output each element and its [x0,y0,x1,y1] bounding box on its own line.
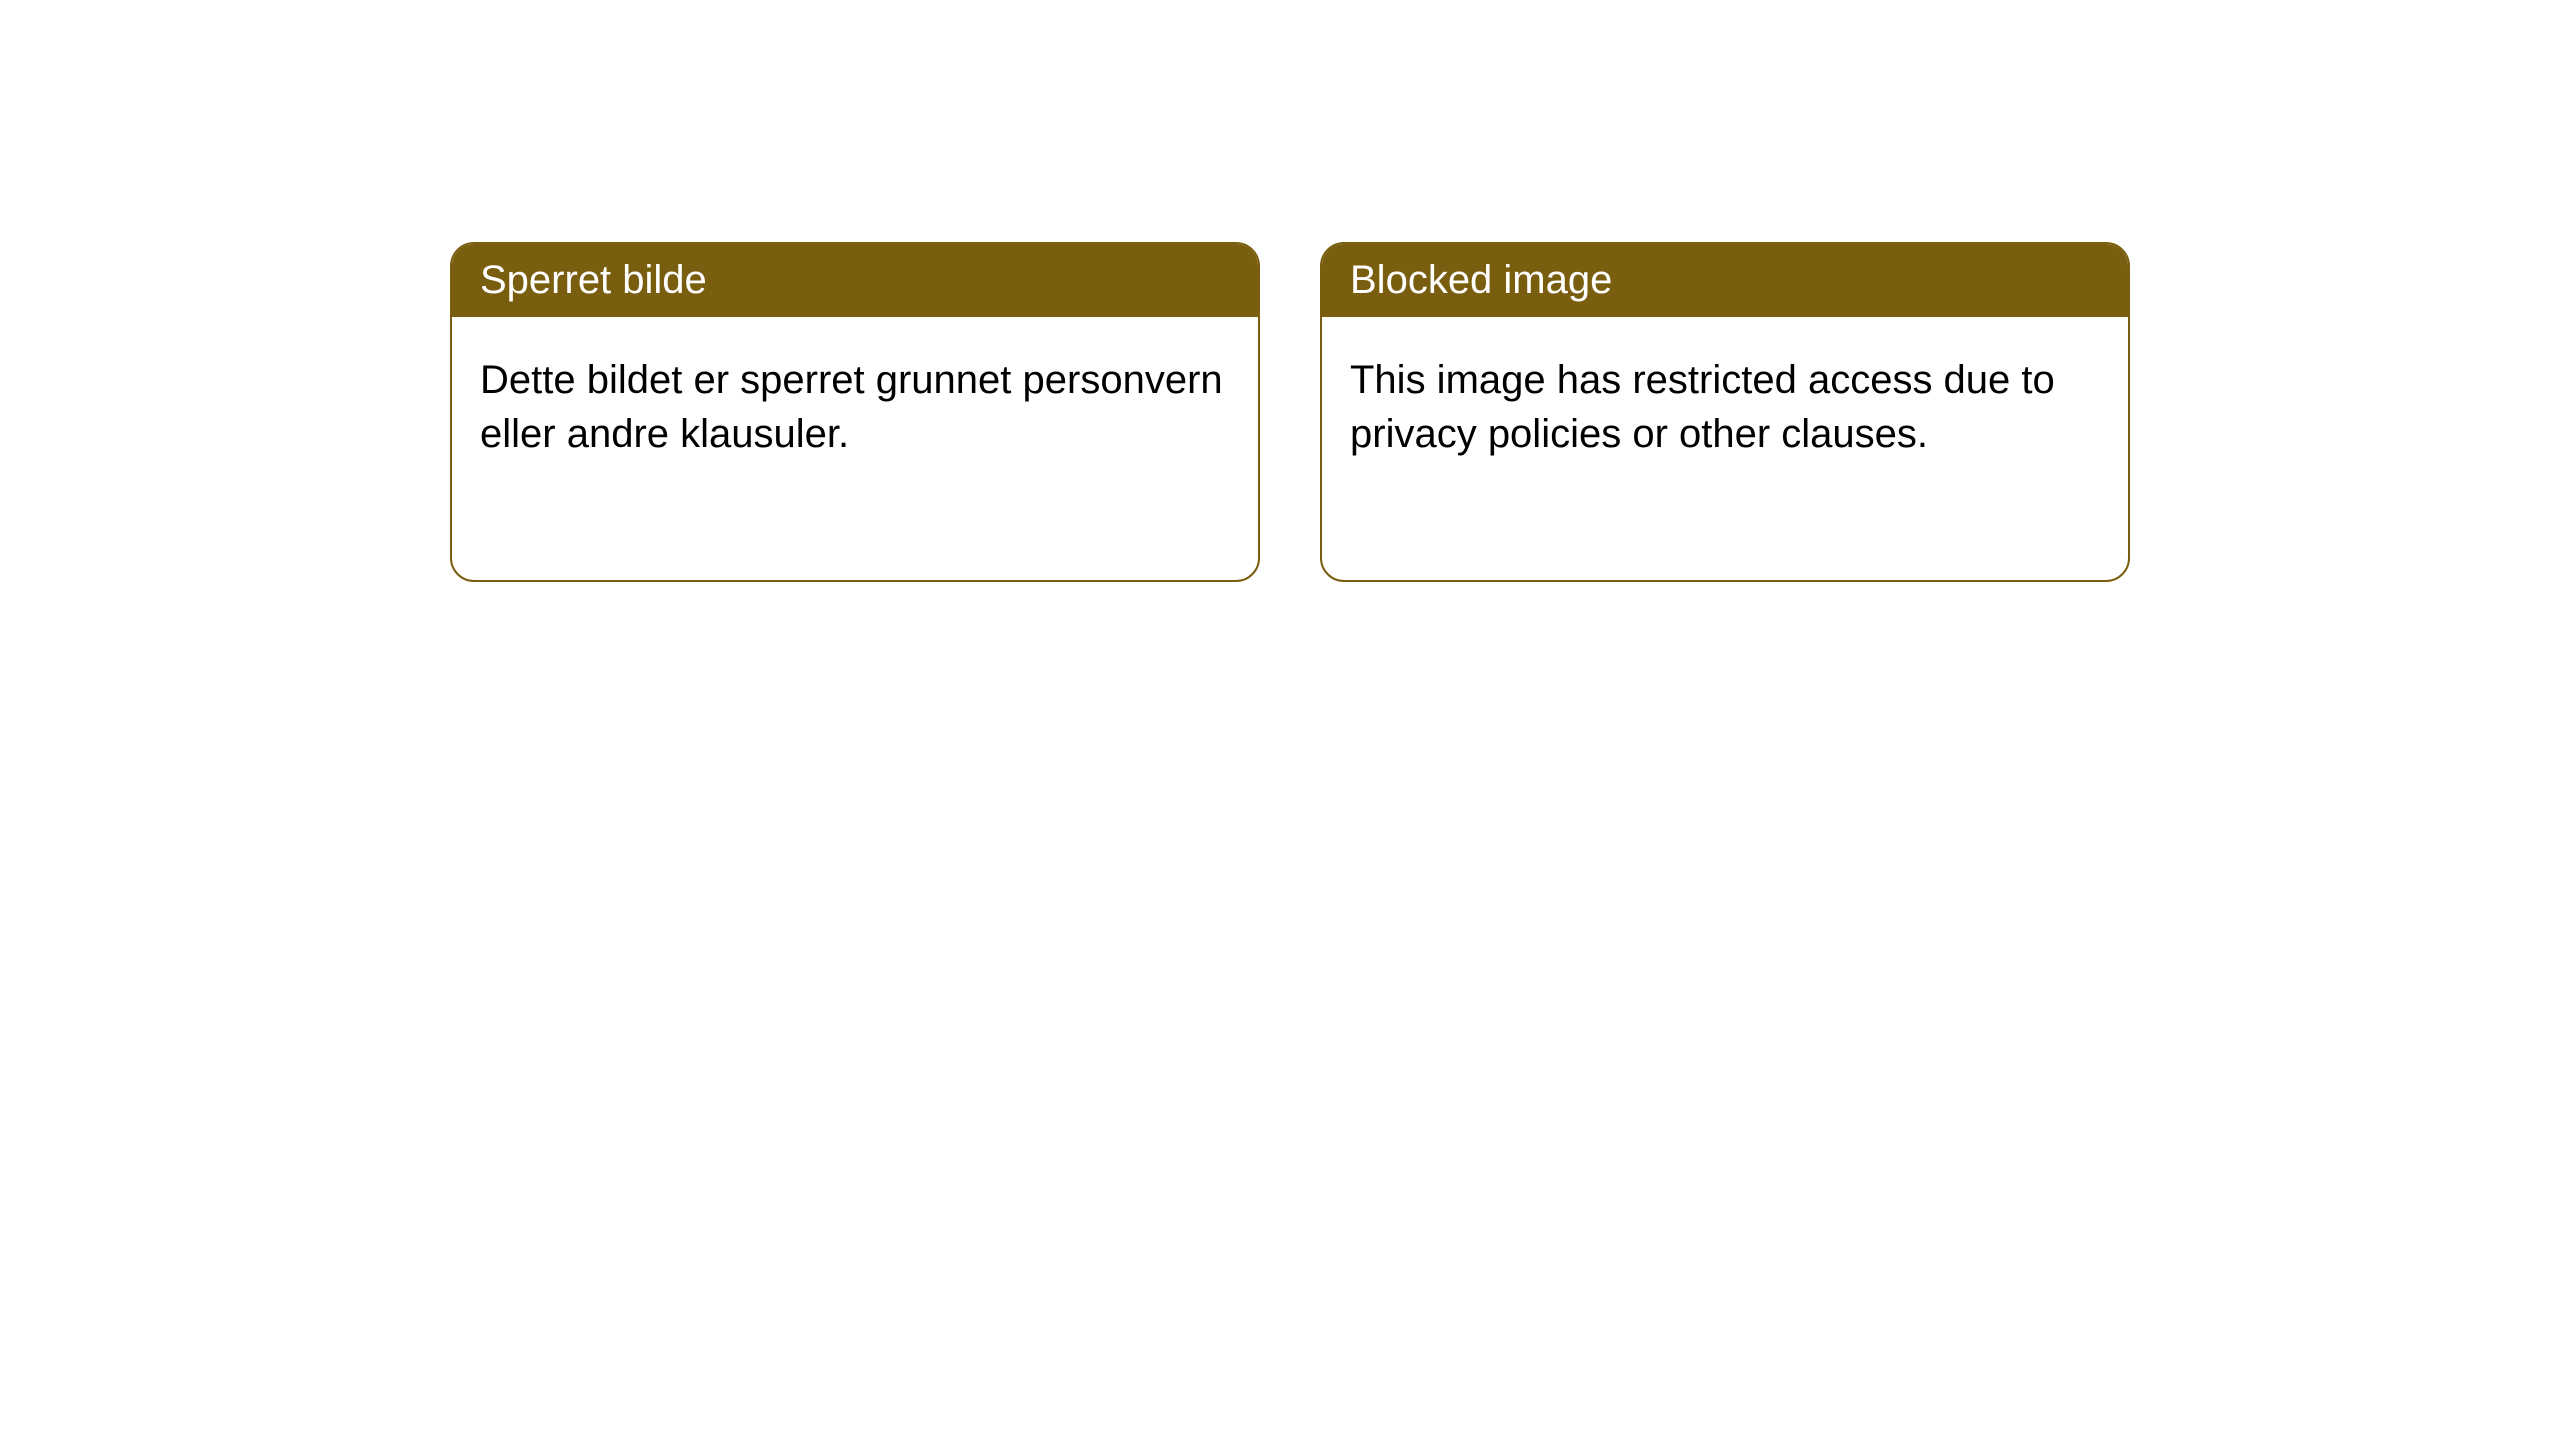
card-body: Dette bildet er sperret grunnet personve… [452,317,1258,497]
card-title: Sperret bilde [480,258,707,302]
card-body-text: Dette bildet er sperret grunnet personve… [480,358,1223,456]
card-body-text: This image has restricted access due to … [1350,358,2055,456]
card-header: Sperret bilde [452,244,1258,317]
notice-card-english: Blocked image This image has restricted … [1320,242,2130,582]
notice-container: Sperret bilde Dette bildet er sperret gr… [0,0,2560,582]
notice-card-norwegian: Sperret bilde Dette bildet er sperret gr… [450,242,1260,582]
card-body: This image has restricted access due to … [1322,317,2128,497]
card-title: Blocked image [1350,258,1612,302]
card-header: Blocked image [1322,244,2128,317]
